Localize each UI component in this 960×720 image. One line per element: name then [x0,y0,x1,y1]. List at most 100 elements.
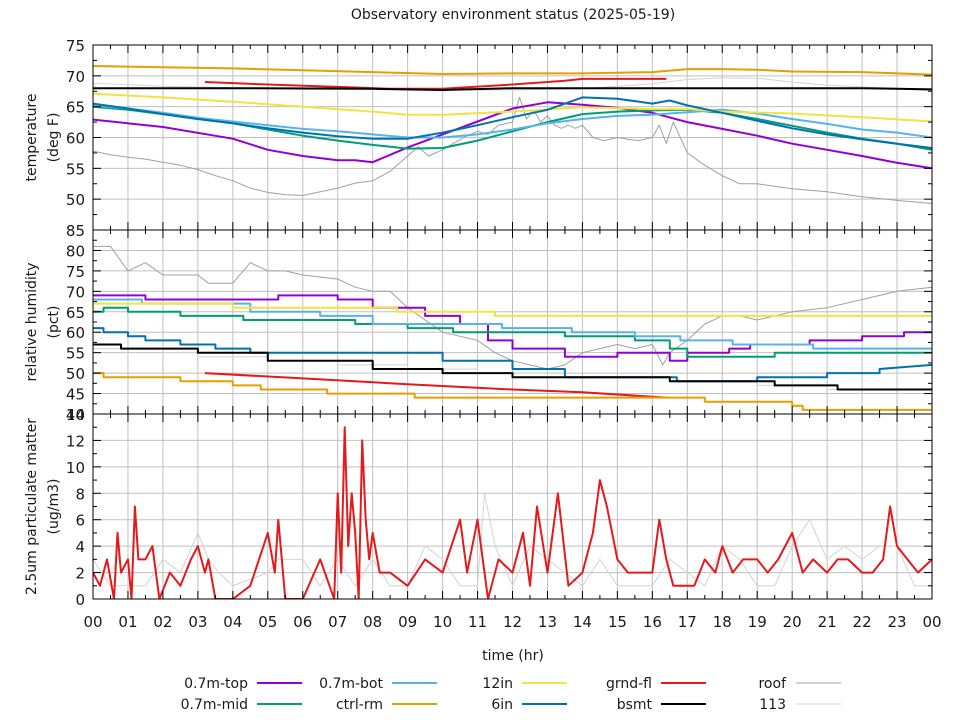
legend-item-bsmt: bsmt [617,697,706,713]
y-tick-label: 0 [75,591,85,609]
panel-temperature: 50 55 60 65 70 75 temperature (deg F) [24,37,933,231]
y-tick-label: 50 [66,191,85,209]
y-axis-label: (deg F) [46,113,62,163]
series-line-0.7m-bot [93,104,932,139]
x-tick-label: 01 [118,613,137,631]
chart-title: Observatory environment status (2025-05-… [351,7,675,23]
legend-label: roof [758,676,787,692]
x-tick-label: 00 [922,613,941,631]
y-tick-label: 55 [66,345,85,363]
y-tick-label: 40 [66,406,85,424]
y-tick-label: 75 [66,263,85,281]
y-tick-label: 10 [66,459,85,477]
y-tick-label: 65 [66,99,85,117]
series-line-6in [93,96,932,149]
legend-label: grnd-fl [606,676,652,692]
series-line-6in [93,327,932,383]
panel-relative-humidity: 40 45 50 55 60 65 70 75 80 85 relative humidity (pc… [24,222,933,424]
legend-item-ctrl-rm: ctrl-rm [336,697,437,713]
legend-item-0.7m-top: 0.7m-top [184,676,302,692]
series-group [93,245,932,411]
x-tick-label: 17 [678,613,697,631]
y-tick-label: 80 [66,242,85,260]
legend-item-0.7m-mid: 0.7m-mid [181,697,302,713]
series-line-0.7m-mid [93,306,932,358]
y-tick-label: 55 [66,160,85,178]
series-line-113 [93,492,932,587]
x-tick-label: 14 [573,613,592,631]
x-tick-label: 16 [643,613,662,631]
y-tick-label: 70 [66,68,85,86]
legend-label: ctrl-rm [336,697,383,713]
x-tick-label: 00 [83,613,102,631]
y-tick-label: 14 [66,406,85,424]
series-line-ctrl-rm [93,372,932,411]
y-tick-label: 70 [66,283,85,301]
legend-label: 113 [759,697,786,713]
legend-item-113: 113 [759,697,841,713]
series-line-12in [93,302,932,317]
series-group [93,65,932,204]
legend-label: 0.7m-mid [181,697,248,713]
x-tick-label: 11 [468,613,487,631]
y-tick-label: 50 [66,365,85,383]
series-line-grnd-fl [204,77,667,90]
y-tick-label: 45 [66,386,85,404]
legend: 0.7m-top 0.7m-mid 0.7m-bot ctrl-rm 12in 6in gr… [181,676,841,713]
y-tick-label: 85 [66,222,85,240]
legend-label: bsmt [617,697,653,713]
y-axis-label: temperature [24,94,40,182]
series-line-bsmt [93,343,932,391]
x-tick-label: 13 [538,613,557,631]
y-axis-label: (pct) [46,306,62,339]
x-tick-label: 15 [608,613,627,631]
legend-label: 0.7m-top [184,676,248,692]
y-tick-label: 4 [75,538,85,556]
series-line-ctrl-rm [93,65,932,76]
x-axis-label: time (hr) [482,648,544,664]
x-tick-label: 12 [503,613,522,631]
x-tick-label: 02 [153,613,172,631]
series-line-grnd-fl [204,372,667,399]
legend-label: 6in [491,697,513,713]
legend-item-12in: 12in [482,676,567,692]
x-tick-label: 20 [783,613,802,631]
x-tick-label: 04 [223,613,242,631]
x-tick-label: 18 [713,613,732,631]
x-tick-label: 10 [433,613,452,631]
series-line-roof [93,96,932,204]
x-tick-label: 08 [363,613,382,631]
y-tick-label: 2 [75,565,85,583]
x-tick-label: 07 [328,613,347,631]
x-tick-label: 03 [188,613,207,631]
legend-item-0.7m-bot: 0.7m-bot [319,676,437,692]
series-line-0.7m-top [93,101,932,170]
y-tick-label: 12 [66,432,85,450]
series-line-12in [93,92,932,123]
x-tick-label: 06 [293,613,312,631]
legend-item-roof: roof [758,676,841,692]
y-tick-label: 8 [75,485,85,503]
x-tick-label: 22 [853,613,872,631]
x-tick-label: 09 [398,613,417,631]
legend-item-6in: 6in [491,697,567,713]
legend-label: 12in [482,676,513,692]
x-tick-label: 19 [748,613,767,631]
y-tick-label: 65 [66,304,85,322]
series-group [93,426,932,599]
x-tick-label: 23 [887,613,906,631]
series-line-bsmt [93,87,932,91]
x-tick-label: 05 [258,613,277,631]
series-line-grnd-fl [93,426,932,599]
legend-label: 0.7m-bot [319,676,383,692]
legend-item-grnd-fl: grnd-fl [606,676,706,692]
y-tick-label: 75 [66,37,85,55]
y-tick-label: 6 [75,512,85,530]
y-axis-label: relative humidity [24,262,40,381]
y-axis-label: 2.5um particulate matter [24,418,40,595]
y-axis-label: (ug/m3) [46,479,62,535]
x-tick-label: 21 [818,613,837,631]
